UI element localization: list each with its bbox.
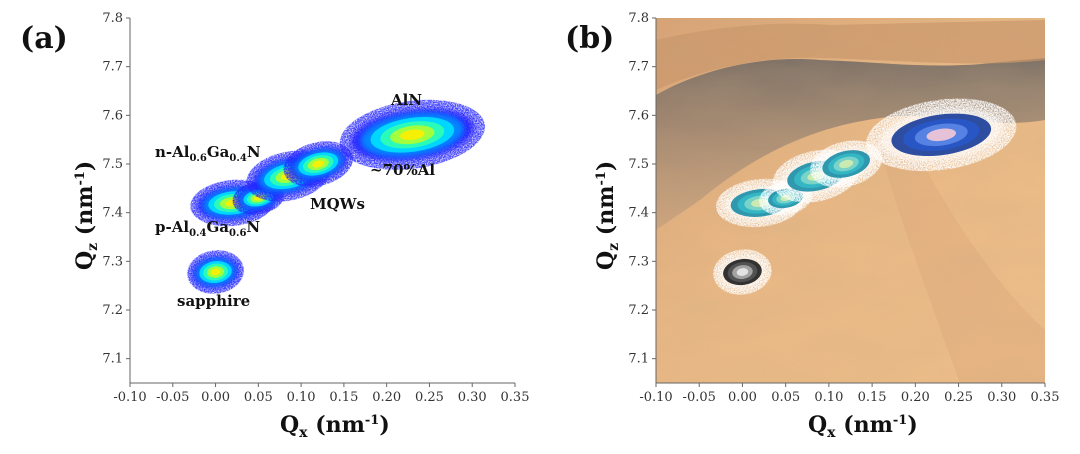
heatmap-a [187,99,485,294]
annotation-aln: AlN [390,91,422,109]
x-tick-label: 0.20 [901,390,930,405]
y-tick-label: 7.8 [102,11,123,26]
x-tick-label: 0.25 [415,390,444,405]
y-tick-label: 7.1 [628,352,649,367]
y-tick-label: 7.2 [628,303,649,318]
y-tick-label: 7.5 [102,157,123,172]
annotation-70al: ~70%Al [370,161,435,179]
x-tick-label: 0.35 [1031,390,1060,405]
y-tick-label: 7.7 [102,60,123,75]
y-tick-label: 7.4 [628,206,649,221]
peak--70-al [283,141,353,187]
x-tick-label: 0.00 [201,390,230,405]
y-axis-title-b: Qz (nm-1) [593,161,622,270]
x-tick-label: 0.05 [771,390,800,405]
x-tick-label: 0.05 [244,390,273,405]
axes-b: -0.10 -0.05 0.00 0.05 0.10 0.15 0.20 0.25 0.30 0.… [628,11,1059,405]
annotation-sapphire: sapphire [177,292,250,310]
peak-sapphire [187,250,244,294]
y-tick-label: 7.5 [628,157,649,172]
x-tick-label: 0.30 [458,390,487,405]
x-tick-label: -0.10 [639,390,672,405]
y-tick-label: 7.1 [102,352,123,367]
x-tick-label: 0.35 [501,390,530,405]
heatmap-b [713,98,1017,295]
panel-label-a: (a) [20,21,68,56]
peak--70-al [810,140,883,188]
x-tick-label: 0.00 [728,390,757,405]
y-tick-label: 7.2 [102,303,123,318]
x-tick-label: 0.20 [372,390,401,405]
x-axis-title-b: Qx (nm-1) [808,412,918,441]
peak-ring [400,129,425,141]
peak-ring [839,159,854,169]
peak-ring [210,268,221,276]
panel-a: (a) -0.10 -0.05 0.00 0.05 0.10 0.15 0.20 0.25 0.… [20,11,529,441]
peak-sapphire [713,249,772,295]
x-tick-label: 0.15 [858,390,887,405]
x-tick-label: 0.25 [944,390,973,405]
y-tick-label: 7.4 [102,206,123,221]
peak-aln [866,98,1017,172]
x-tick-label: -0.05 [156,390,189,405]
y-tick-label: 7.3 [102,254,123,269]
peak-aln [339,99,485,170]
terrain-background [656,18,1045,383]
peak-ring [312,160,325,168]
y-axis-title-a: Qz (nm-1) [72,161,101,270]
x-tick-label: -0.05 [683,390,716,405]
panel-b: (b) -0.10 -0.05 0.00 0.05 0.10 0.15 0.20 0.25 0.… [565,11,1059,441]
axes-a: -0.10 -0.05 0.00 0.05 0.10 0.15 0.20 0.25 0.30 0.… [102,11,529,405]
y-tick-label: 7.3 [628,254,649,269]
x-axis-title-a: Qx (nm-1) [280,412,390,441]
x-tick-label: -0.10 [113,390,146,405]
annotation-n-layer: n-Al0.6Ga0.4N [155,143,261,164]
annotation-mqws: MQWs [310,195,365,213]
x-tick-label: 0.30 [987,390,1016,405]
peak-ring [736,268,749,276]
annotation-p-layer: p-Al0.4Ga0.6N [155,218,260,239]
x-tick-label: 0.10 [814,390,843,405]
x-tick-label: 0.15 [329,390,358,405]
y-tick-label: 7.6 [102,108,123,123]
y-tick-label: 7.8 [628,11,649,26]
peak-ring [926,128,957,142]
y-tick-label: 7.7 [628,60,649,75]
panel-label-b: (b) [565,21,614,56]
y-tick-label: 7.6 [628,108,649,123]
x-tick-label: 0.10 [287,390,316,405]
